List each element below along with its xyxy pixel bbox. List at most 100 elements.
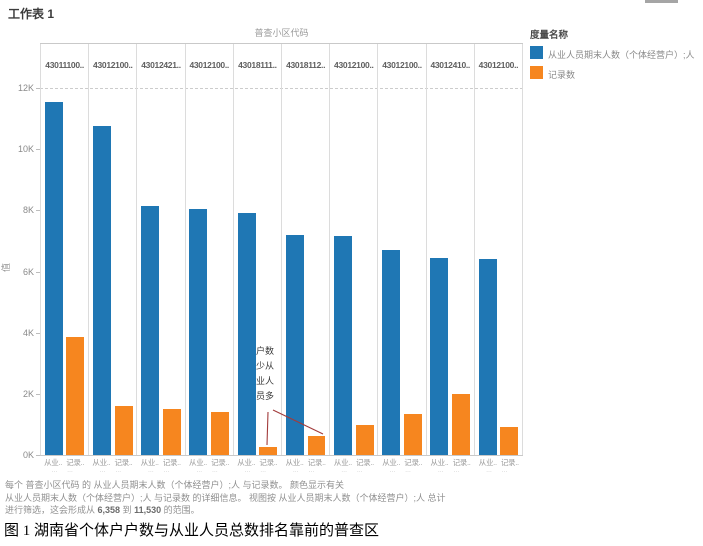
y-tick-mark bbox=[36, 332, 40, 334]
bar-employees[interactable] bbox=[141, 206, 160, 455]
x-tick-label: 记录.. bbox=[307, 458, 326, 467]
x-label-cell: 从业.. 记录..… … bbox=[185, 457, 233, 474]
x-axis-baseline bbox=[40, 455, 523, 456]
x-tick-label: 从业.. bbox=[478, 458, 497, 467]
worksheet-title: 工作表 1 bbox=[8, 7, 55, 21]
x-axis-title: 普查小区代码 bbox=[254, 28, 309, 38]
legend-items: 从业人员期末人数（个体经营户）;人记录数 bbox=[530, 46, 702, 81]
bar-employees[interactable] bbox=[189, 209, 208, 455]
bar-records[interactable] bbox=[114, 406, 133, 455]
legend-item[interactable]: 记录数 bbox=[530, 66, 702, 81]
category-column: 43012100.. bbox=[378, 44, 427, 455]
y-tick-mark bbox=[36, 210, 40, 212]
scrollbar-fragment bbox=[645, 0, 678, 3]
x-label-truncation: … … bbox=[196, 468, 222, 474]
y-tick-label: 10K bbox=[17, 144, 34, 155]
figure-caption: 图 1 湖南省个体户户数与从业人员总数排名靠前的普查区 bbox=[4, 523, 380, 539]
x-label-cell: 从业.. 记录..… … bbox=[378, 457, 426, 474]
legend-swatch-blue bbox=[530, 46, 543, 59]
y-tick-mark bbox=[36, 149, 40, 151]
bar-employees[interactable] bbox=[44, 102, 63, 455]
x-label-truncation: … … bbox=[99, 468, 126, 474]
y-tick-label: 4K bbox=[22, 327, 34, 338]
bar-records[interactable] bbox=[211, 412, 230, 455]
x-label-truncation: … … bbox=[51, 468, 77, 474]
x-tick-label: 记录.. bbox=[404, 458, 423, 467]
legend-item[interactable]: 从业人员期末人数（个体经营户）;人 bbox=[530, 46, 702, 61]
category-header: 43012100.. bbox=[382, 60, 422, 70]
category-header: 43018112.. bbox=[286, 60, 326, 70]
x-tick-label: 从业.. bbox=[44, 458, 63, 467]
x-label-truncation: … … bbox=[244, 468, 271, 474]
x-label-cell: 从业.. 记录..… … bbox=[330, 457, 378, 474]
category-column: 43012100.. bbox=[89, 44, 138, 455]
bar-records[interactable] bbox=[66, 337, 85, 455]
x-label-truncation: … … bbox=[485, 468, 512, 474]
range-max-value: 11,530 bbox=[134, 505, 162, 515]
category-header: 43012410.. bbox=[430, 60, 470, 70]
x-tick-label: 记录.. bbox=[259, 458, 278, 467]
category-header: 43011100.. bbox=[45, 60, 84, 70]
category-header: 43012100.. bbox=[93, 60, 133, 70]
y-tick-mark bbox=[36, 455, 40, 456]
bar-records[interactable] bbox=[403, 414, 422, 455]
category-column: 43011100.. bbox=[40, 44, 90, 455]
category-header: 43012100.. bbox=[334, 60, 374, 70]
y-axis-title: 值 bbox=[1, 262, 12, 273]
y-tick-label: 2K bbox=[22, 388, 34, 399]
x-label-truncation: … … bbox=[437, 468, 464, 474]
bar-records[interactable] bbox=[355, 425, 374, 455]
x-label-cell: 从业.. 记录..… … bbox=[281, 457, 329, 474]
x-tick-label: 从业.. bbox=[237, 458, 256, 467]
category-column: 43012100.. bbox=[330, 44, 379, 455]
description-line-3: 进行筛选，这会形成从 6,358 到 11,530 的范围。 bbox=[5, 505, 200, 515]
bar-records[interactable] bbox=[162, 409, 181, 455]
x-tick-label: 记录.. bbox=[114, 458, 133, 467]
bar-records[interactable] bbox=[500, 427, 519, 455]
bar-employees[interactable] bbox=[92, 126, 111, 455]
y-tick-mark bbox=[36, 393, 40, 395]
category-column: 43018111.. bbox=[234, 44, 283, 455]
y-tick-label: 0K bbox=[22, 450, 34, 460]
bar-records[interactable] bbox=[452, 394, 471, 455]
bar-employees[interactable] bbox=[333, 236, 352, 455]
bar-employees[interactable] bbox=[478, 259, 497, 455]
x-tick-label: 从业.. bbox=[189, 458, 207, 467]
annotation-text: 户数少从业人员多 bbox=[256, 346, 275, 401]
description-line-2: 从业人员期末人数（个体经营户）;人 与记录数 的详细信息。 视图按 从业人员期末… bbox=[5, 492, 446, 503]
bar-records[interactable] bbox=[259, 447, 278, 455]
bar-employees[interactable] bbox=[285, 235, 304, 455]
y-tick-label: 8K bbox=[22, 205, 34, 216]
x-tick-label: 从业.. bbox=[285, 458, 304, 467]
legend: 度量名称 从业人员期末人数（个体经营户）;人记录数 bbox=[530, 27, 702, 81]
bar-employees[interactable] bbox=[382, 250, 401, 455]
y-tick-mark bbox=[36, 88, 40, 89]
x-label-cell: 从业.. 记录..… … bbox=[88, 457, 136, 474]
bar-employees[interactable] bbox=[430, 258, 449, 455]
x-label-cell: 从业.. 记录..… … bbox=[233, 457, 281, 474]
category-column: 43018112.. bbox=[282, 44, 331, 455]
bar-records[interactable] bbox=[307, 436, 326, 455]
x-axis-labels: 从业.. 记录..… … 从业.. 记录..… … 从业.. 记录..… … 从业.. 记录.… bbox=[40, 457, 523, 474]
description-line-1: 每个 普查小区代码 的 从业人员期末人数（个体经营户）;人 与记录数。 颜色显示… bbox=[5, 480, 345, 490]
legend-swatch-orange bbox=[530, 66, 543, 79]
x-tick-label: 从业.. bbox=[92, 458, 111, 467]
x-label-cell: 从业.. 记录..… … bbox=[40, 457, 88, 474]
y-tick-mark bbox=[36, 271, 40, 273]
legend-label: 记录数 bbox=[548, 70, 576, 80]
x-tick-label: 从业.. bbox=[333, 458, 352, 467]
category-column: 43012421.. bbox=[137, 44, 186, 455]
y-tick-label: 6K bbox=[22, 266, 34, 277]
legend-title: 度量名称 bbox=[530, 30, 569, 41]
category-column: 43012410.. bbox=[427, 44, 475, 455]
chart-description: 每个 普查小区代码 的 从业人员期末人数（个体经营户）;人 与记录数。 颜色显示… bbox=[5, 479, 446, 517]
y-tick-label: 12K bbox=[17, 83, 34, 93]
x-tick-label: 从业.. bbox=[430, 458, 449, 467]
bar-employees[interactable] bbox=[237, 213, 256, 455]
x-label-truncation: … … bbox=[341, 468, 367, 474]
x-label-cell: 从业.. 记录..… … bbox=[137, 457, 185, 474]
x-label-cell: 从业.. 记录..… … bbox=[475, 457, 523, 474]
x-tick-label: 记录.. bbox=[211, 458, 230, 467]
x-label-truncation: … … bbox=[147, 468, 174, 474]
